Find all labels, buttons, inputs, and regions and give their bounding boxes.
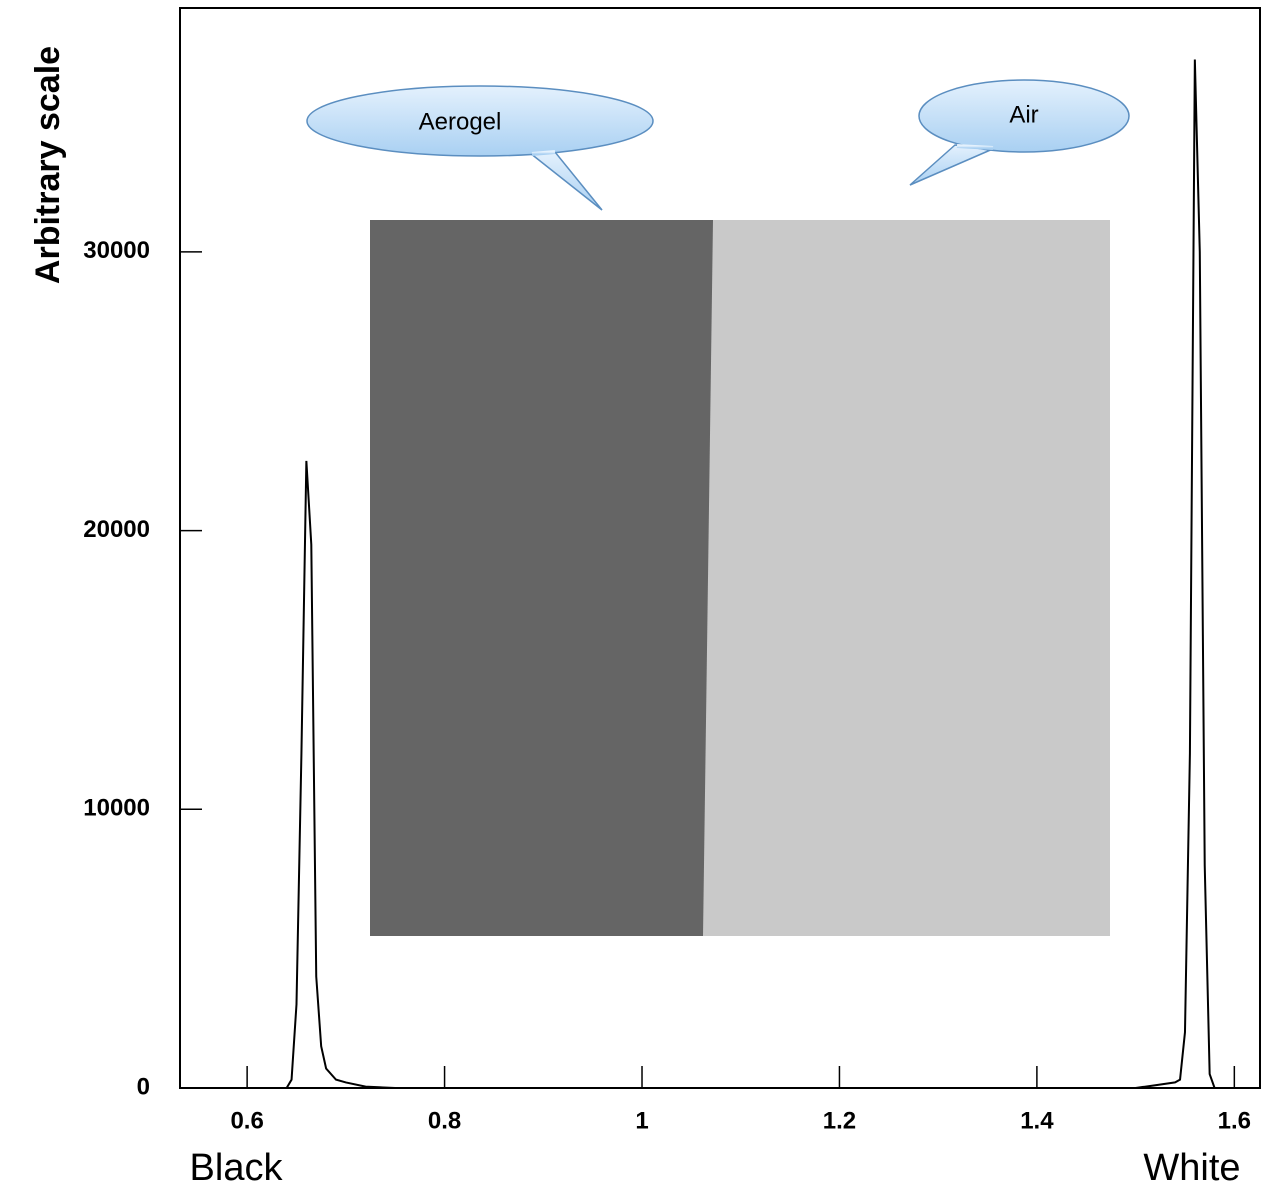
inset-image <box>370 220 1110 936</box>
callout-aerogel: Aerogel <box>306 85 654 211</box>
x-tick-label: 1.2 <box>823 1107 856 1134</box>
y-tick-label: 20000 <box>83 516 150 543</box>
y-axis-label: Arbitrary scale <box>29 46 67 284</box>
x-tick-label: 1 <box>635 1107 648 1134</box>
y-tick-label: 30000 <box>83 237 150 264</box>
x-tick-label: 1.6 <box>1218 1107 1251 1134</box>
x-tick-label: 1.4 <box>1020 1107 1054 1134</box>
annotation: White <box>1143 1147 1240 1189</box>
y-tick-label: 10000 <box>83 795 150 822</box>
x-tick-label: 0.6 <box>230 1107 263 1134</box>
callout-air: Air <box>909 79 1130 186</box>
annotation: Air <box>1009 101 1038 128</box>
annotation: Aerogel <box>419 108 502 135</box>
annotation: Black <box>190 1147 284 1189</box>
x-tick-label: 0.8 <box>428 1107 461 1134</box>
y-tick-label: 0 <box>137 1073 150 1100</box>
